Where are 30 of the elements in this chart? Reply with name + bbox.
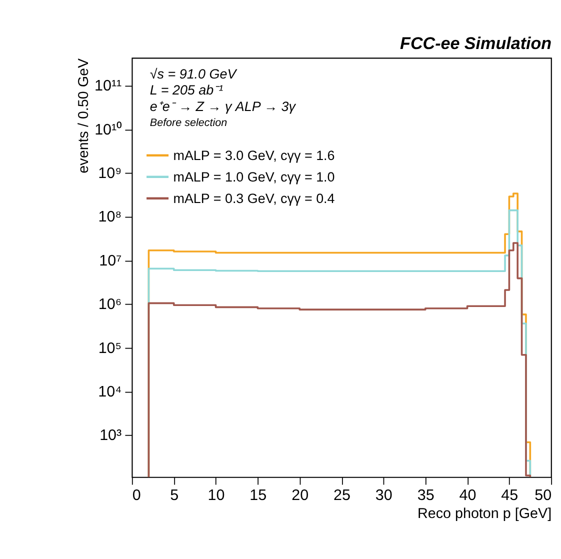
x-tick-label: 40 (459, 487, 476, 504)
x-tick-label: 15 (250, 487, 267, 504)
x-tick-label: 35 (417, 487, 434, 504)
x-tick-label: 25 (334, 487, 350, 504)
annotation: √s = 91.0 GeV (150, 66, 238, 82)
legend-label: mALP = 1.0 GeV, cγγ = 1.0 (173, 169, 335, 184)
y-tick-label: 10⁴ (98, 383, 122, 400)
x-tick-label: 50 (534, 487, 552, 504)
y-tick-label: 10¹⁰ (94, 121, 123, 138)
y-tick-label: 10⁸ (98, 208, 122, 226)
x-tick-label: 0 (132, 487, 141, 504)
x-tick-label: 20 (292, 487, 309, 504)
x-axis-title: Reco photon p [GeV] (417, 506, 552, 522)
x-tick-label: 30 (375, 487, 392, 504)
x-tick-label: 10 (208, 487, 225, 504)
chart-title: FCC-ee Simulation (400, 34, 552, 53)
annotation: Before selection (150, 117, 228, 130)
y-tick-label: 10⁷ (99, 252, 122, 270)
y-tick-label: 10³ (100, 427, 122, 444)
y-tick-label: 10⁹ (98, 164, 122, 182)
annotation: L = 205 ab⁻¹ (150, 82, 224, 98)
x-tick-label: 5 (170, 487, 179, 504)
legend-label: mALP = 3.0 GeV, cγγ = 1.6 (173, 148, 335, 163)
x-tick-label: 45 (501, 487, 518, 504)
legend-label: mALP = 0.3 GeV, cγγ = 0.4 (173, 190, 336, 206)
y-tick-label: 10¹¹ (94, 78, 122, 95)
y-tick-label: 10⁵ (98, 340, 122, 357)
annotation: e⁺e⁻ → Z → γ ALP → 3γ (150, 98, 297, 114)
y-axis-title: events / 0.50 GeV (76, 58, 92, 174)
y-tick-label: 10⁶ (98, 296, 122, 314)
